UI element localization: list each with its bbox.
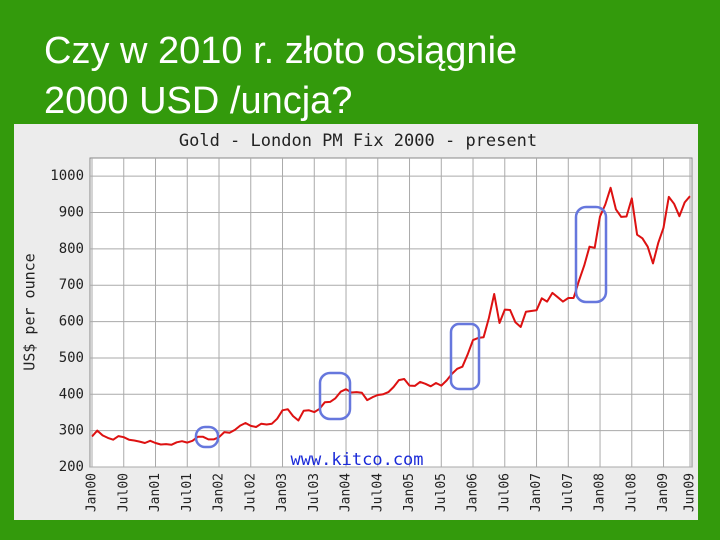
x-tick-label: Jan07 xyxy=(529,473,544,512)
x-tick-label: Jan02 xyxy=(212,473,227,512)
price-line xyxy=(91,186,691,446)
y-tick-label: 300 xyxy=(59,423,84,439)
y-axis-label: US$ per ounce xyxy=(21,253,39,370)
x-tick-label: Jan04 xyxy=(339,473,354,512)
x-tick-label: Jul02 xyxy=(243,473,258,512)
y-tick-label: 200 xyxy=(59,459,84,475)
highlight xyxy=(318,371,352,421)
x-tick-label: Jul00 xyxy=(116,473,131,512)
x-tick-label: Jul03 xyxy=(307,473,322,512)
y-tick-label: 600 xyxy=(59,314,84,330)
x-tick-label: Jan03 xyxy=(275,473,290,512)
title-line: Czy w 2010 r. złoto osiągnie xyxy=(44,30,518,72)
x-tick-label: Jan09 xyxy=(656,473,671,512)
y-tick-label: 900 xyxy=(59,205,84,221)
y-tick-label: 500 xyxy=(59,350,84,366)
watermark: www.kitco.com xyxy=(290,450,423,470)
plot-area xyxy=(89,157,693,468)
highlight xyxy=(194,425,220,449)
x-tick-label: Jul01 xyxy=(180,473,195,512)
y-tick-label: 700 xyxy=(59,277,84,293)
x-tick-label: Jul04 xyxy=(370,473,385,512)
x-tick-label: Jan08 xyxy=(593,473,608,512)
x-tick-label: Jun09 xyxy=(683,473,698,512)
title-line: 2000 USD /uncja? xyxy=(44,80,353,122)
x-tick-label: Jan01 xyxy=(148,473,163,512)
x-tick-label: Jul07 xyxy=(561,473,576,512)
y-tick-label: 400 xyxy=(59,386,84,402)
highlights xyxy=(194,205,608,449)
chart-title: Gold - London PM Fix 2000 - present xyxy=(179,131,537,151)
x-tick-label: Jan05 xyxy=(402,473,417,512)
y-tick-label: 1000 xyxy=(50,168,84,184)
x-tick-label: Jan00 xyxy=(85,473,100,512)
x-tick-label: Jul06 xyxy=(497,473,512,512)
x-tick-label: Jul08 xyxy=(624,473,639,512)
x-tick-label: Jul05 xyxy=(434,473,449,512)
x-tick-label: Jan06 xyxy=(466,473,481,512)
highlight xyxy=(574,205,608,304)
slide-title: Czy w 2010 r. złoto osiągnie 2000 USD /u… xyxy=(44,26,517,126)
highlight xyxy=(449,322,481,391)
y-tick-label: 800 xyxy=(59,241,84,257)
